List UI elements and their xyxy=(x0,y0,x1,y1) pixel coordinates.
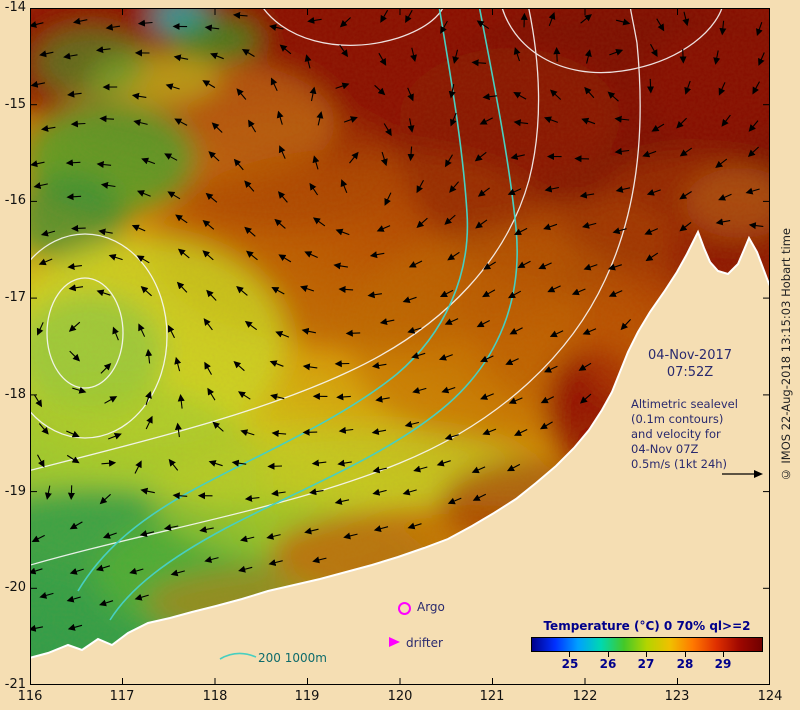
velocity-vectors xyxy=(30,9,765,632)
colorbar-tick xyxy=(608,652,609,657)
altimetry-contours xyxy=(30,8,723,566)
colorbar-tick-label: 28 xyxy=(676,657,694,671)
info-line: (0.1m contours) xyxy=(631,412,724,426)
y-tick-label: -20 xyxy=(4,580,26,595)
map-canvas xyxy=(30,8,770,685)
y-tick-label: -16 xyxy=(4,193,26,208)
colorbar-gradient xyxy=(531,637,763,652)
colorbar-tick xyxy=(723,652,724,657)
bathymetry-contours xyxy=(77,8,518,621)
x-tick-label: 118 xyxy=(202,689,228,704)
x-tick-label: 121 xyxy=(479,689,505,704)
info-line: 0.5m/s (1kt 24h) xyxy=(631,457,728,471)
y-tick-label: -18 xyxy=(4,387,26,402)
x-tick-label: 120 xyxy=(387,689,413,704)
argo-label: Argo xyxy=(417,600,445,614)
x-tick-label: 116 xyxy=(17,689,43,704)
copyright-area: © IMOS 22-Aug-2018 13:15:03 Hobart time xyxy=(772,0,800,710)
x-tick-label: 124 xyxy=(757,689,783,704)
map-frame xyxy=(30,8,770,685)
legend-info-block: Altimetric sealevel (0.1m contours) and … xyxy=(631,397,773,472)
x-tick-label: 117 xyxy=(109,689,135,704)
colorbar-tick xyxy=(569,652,570,657)
x-tick-label: 122 xyxy=(572,689,598,704)
y-tick-label: -19 xyxy=(4,484,26,499)
copyright-text: © IMOS 22-Aug-2018 13:15:03 Hobart time xyxy=(779,228,793,482)
land-mass xyxy=(30,229,770,685)
x-tick-label: 123 xyxy=(664,689,690,704)
colorbar-tick xyxy=(685,652,686,657)
bathymetry-legend-line xyxy=(219,652,257,660)
y-tick-label: -17 xyxy=(4,290,26,305)
axis-ticks xyxy=(30,8,770,685)
colorbar-tick-label: 25 xyxy=(561,657,579,671)
drifter-label: drifter xyxy=(406,636,443,650)
argo-marker xyxy=(398,602,411,615)
bathymetry-label: 200 1000m xyxy=(258,651,327,665)
colorbar-tick-label: 27 xyxy=(637,657,655,671)
colorbar-title: Temperature (°C) 0 70% ql>=2 xyxy=(543,619,751,633)
colorbar-tick-label: 26 xyxy=(599,657,617,671)
x-tick-label: 119 xyxy=(294,689,320,704)
y-tick-label: -15 xyxy=(4,97,26,112)
velocity-scale-arrow-icon xyxy=(722,470,763,478)
y-tick-label: -21 xyxy=(4,677,26,692)
info-line: and velocity for xyxy=(631,427,721,441)
colorbar-tick xyxy=(646,652,647,657)
date-label: 04-Nov-2017 xyxy=(647,348,733,363)
info-line: 04-Nov 07Z xyxy=(631,442,699,456)
info-line: Altimetric sealevel xyxy=(631,397,738,411)
time-label: 07:52Z xyxy=(666,365,714,380)
drifter-marker xyxy=(389,637,400,647)
y-tick-label: -14 xyxy=(4,0,26,15)
colorbar-tick-label: 29 xyxy=(714,657,732,671)
